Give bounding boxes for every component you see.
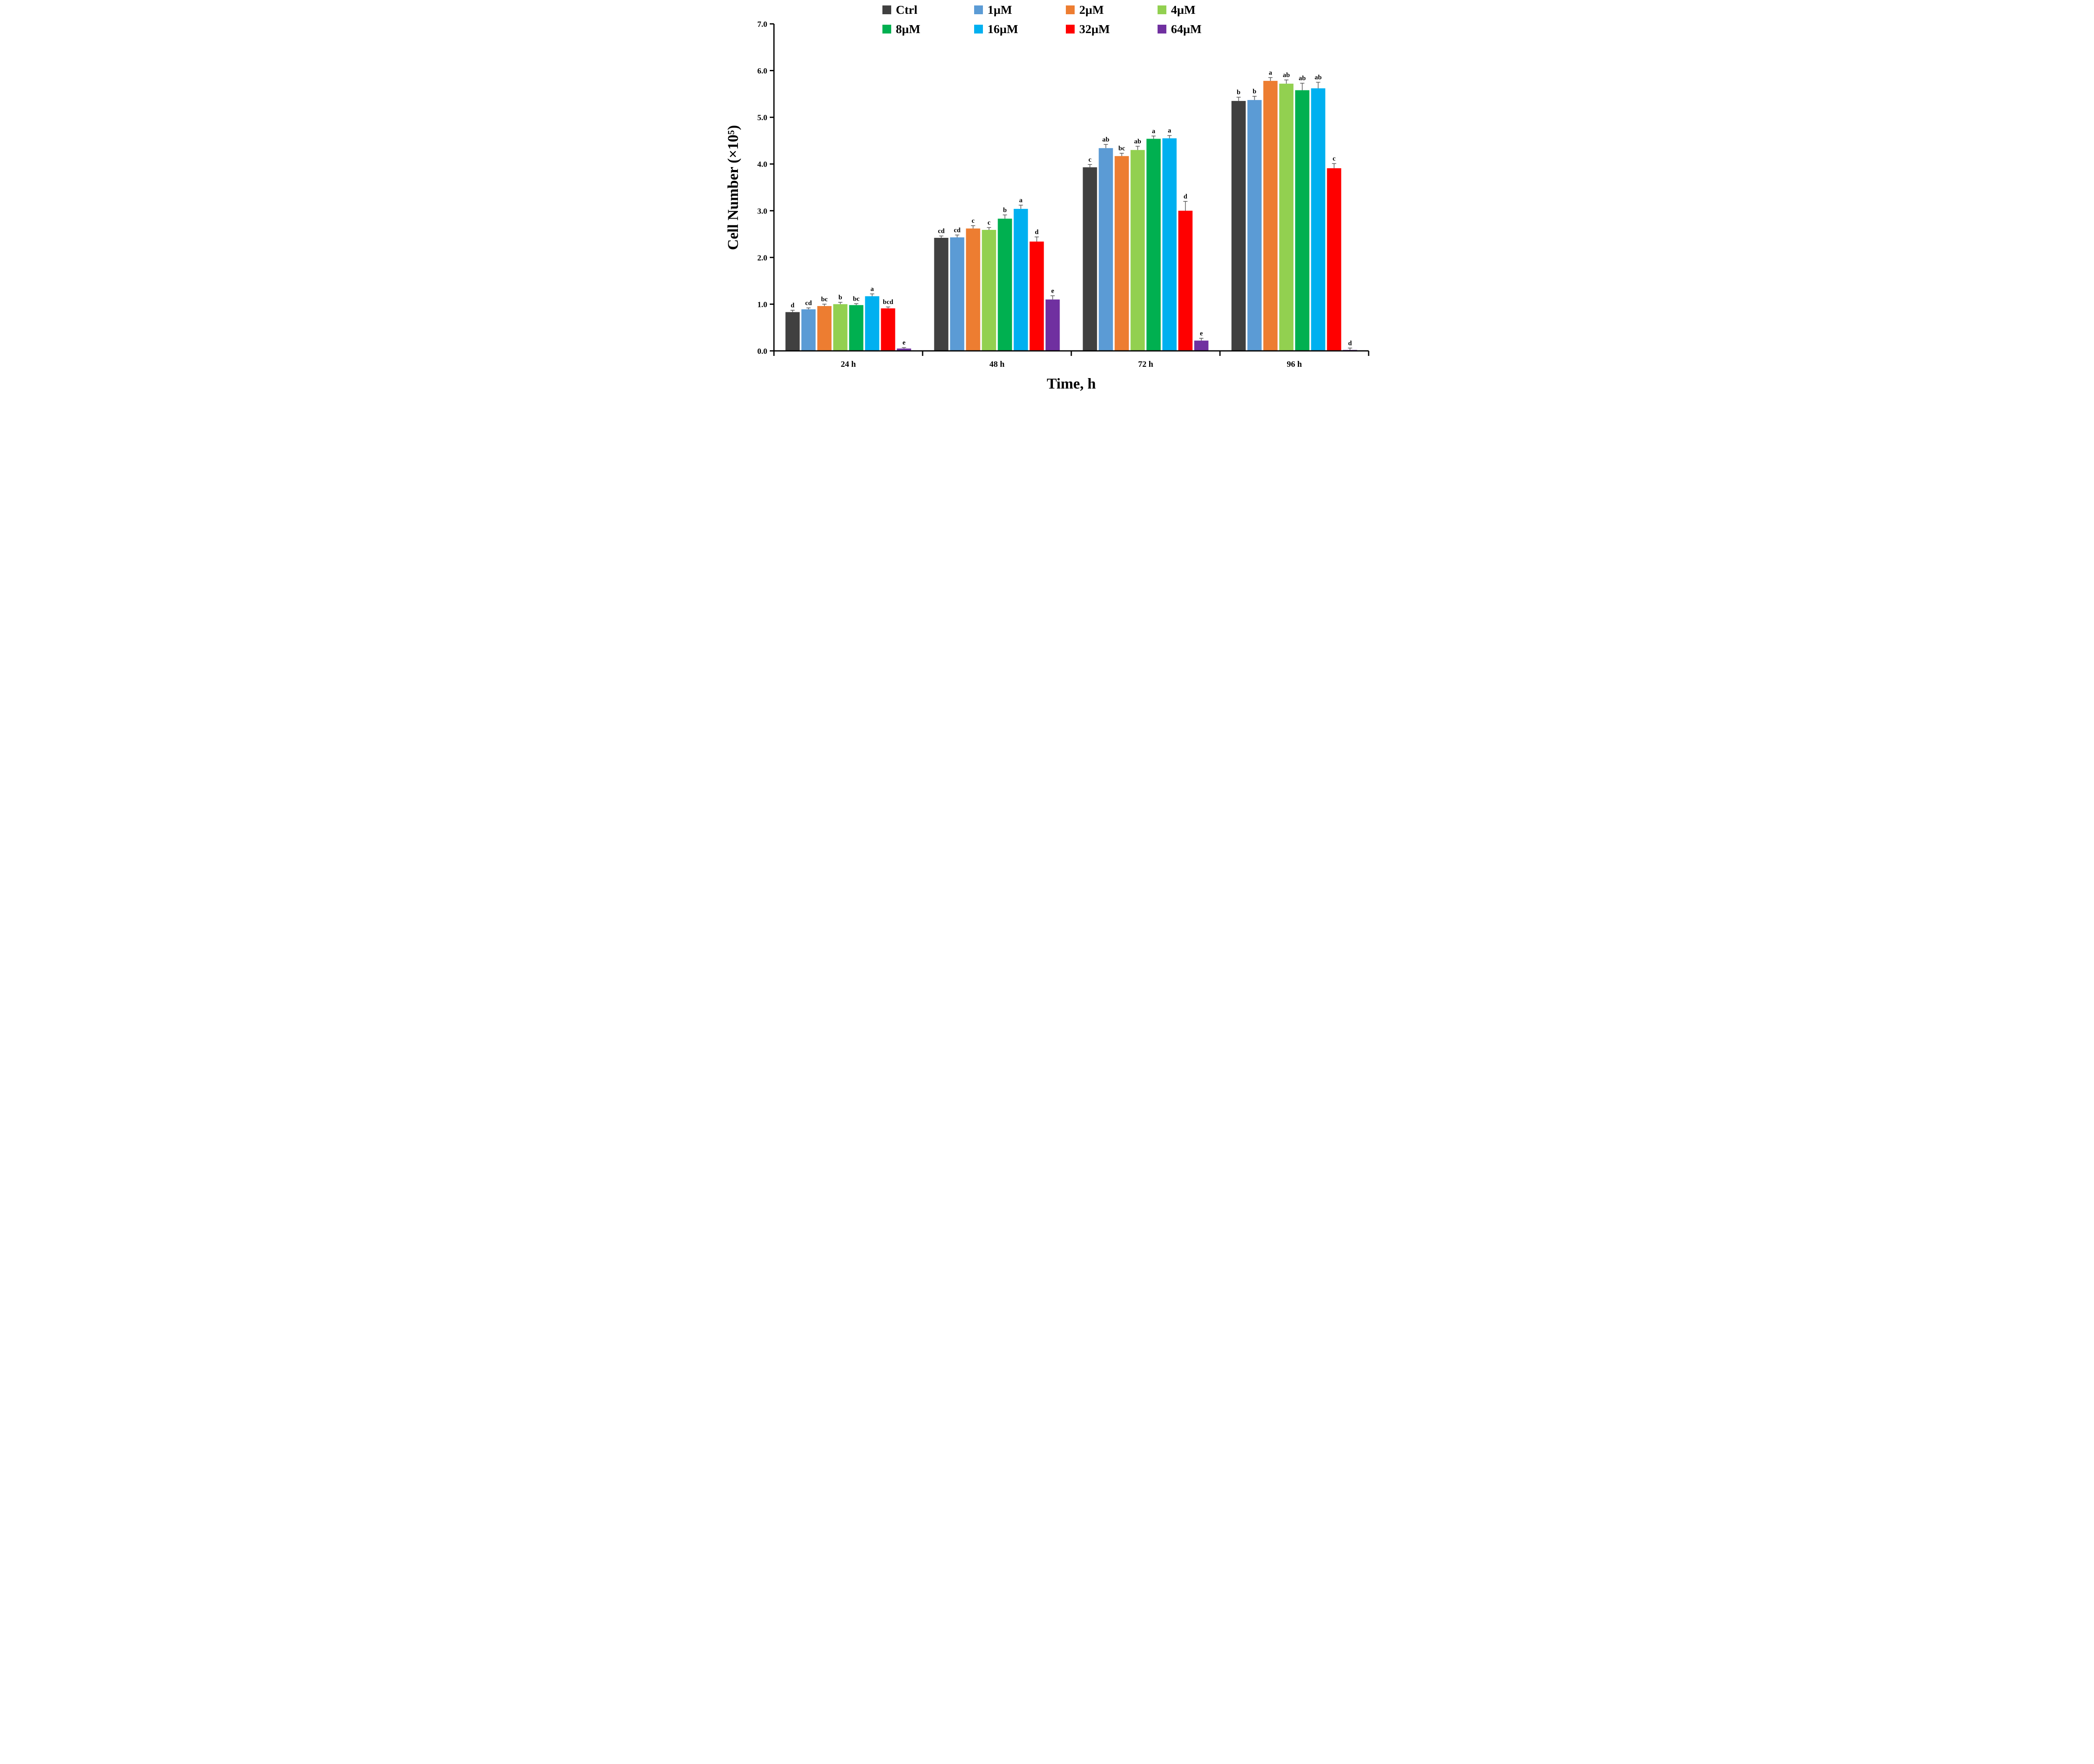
legend-label-64µM: 64µM xyxy=(1171,23,1202,36)
x-axis-title: Time, h xyxy=(1047,375,1096,392)
sig-letter: a xyxy=(1019,197,1023,204)
sig-letter: d xyxy=(1035,229,1039,236)
x-tick-label: 96 h xyxy=(1287,360,1302,369)
cell-number-bar-chart: Time, h Cell Number (×10⁵) 0.0 1.0 2.0 3.0 4… xyxy=(725,3,1369,392)
bar-4µM-48 h xyxy=(982,230,996,351)
legend-label-2µM: 2µM xyxy=(1079,3,1104,17)
sig-letter: e xyxy=(1200,330,1203,337)
sig-letter: bc xyxy=(853,295,860,302)
bar-64µM-72 h xyxy=(1194,340,1209,351)
bar-32µM-72 h xyxy=(1178,211,1193,351)
bar-Ctrl-96 h xyxy=(1231,101,1246,351)
bar-16µM-24 h xyxy=(865,296,879,351)
legend-swatch-32µM xyxy=(1066,25,1075,33)
sig-letter: c xyxy=(1333,155,1336,162)
sig-letter: b xyxy=(1253,88,1256,95)
bar-4µM-72 h xyxy=(1130,150,1145,351)
sig-letter: ab xyxy=(1102,136,1109,143)
bar-Ctrl-48 h xyxy=(934,237,949,351)
sig-letter: a xyxy=(871,286,874,293)
sig-letter: d xyxy=(791,302,794,309)
sig-letter: b xyxy=(1237,89,1240,96)
sig-letter: bcd xyxy=(883,299,893,306)
legend-label-Ctrl: Ctrl xyxy=(896,3,918,17)
bar-1µM-96 h xyxy=(1247,100,1262,351)
bar-16µM-72 h xyxy=(1162,138,1177,351)
y-tick-label: 2.0 xyxy=(757,254,767,263)
sig-letter: c xyxy=(972,217,975,224)
legend-swatch-8µM xyxy=(882,25,891,33)
sig-letter: ab xyxy=(1299,75,1306,82)
sig-letter: e xyxy=(1051,287,1054,294)
bar-8µM-24 h xyxy=(849,305,864,351)
sig-letter: a xyxy=(1168,127,1171,134)
bar-2µM-72 h xyxy=(1114,156,1129,351)
legend-swatch-1µM xyxy=(974,5,983,14)
sig-letter: ab xyxy=(1134,138,1141,145)
bar-16µM-48 h xyxy=(1013,209,1028,351)
x-tick-label: 48 h xyxy=(989,360,1004,369)
sig-letter: bc xyxy=(821,296,828,303)
legend-swatch-Ctrl xyxy=(882,5,891,14)
sig-letter: bc xyxy=(1119,145,1125,152)
legend-label-1µM: 1µM xyxy=(988,3,1012,17)
bar-1µM-48 h xyxy=(950,237,964,351)
x-tick-label: 72 h xyxy=(1138,360,1153,369)
bar-1µM-24 h xyxy=(801,309,816,351)
legend-label-16µM: 16µM xyxy=(988,23,1018,36)
sig-letter: d xyxy=(1184,193,1187,200)
y-tick-label: 6.0 xyxy=(757,67,767,76)
bar-chart-figure: Time, h Cell Number (×10⁵) 0.0 1.0 2.0 3.0 4… xyxy=(720,0,1374,397)
bar-1µM-72 h xyxy=(1099,148,1113,351)
y-tick-label: 5.0 xyxy=(757,113,767,122)
sig-letter: ab xyxy=(1283,72,1290,79)
bar-2µM-24 h xyxy=(817,306,832,351)
y-tick-label: 7.0 xyxy=(757,20,767,29)
legend-swatch-4µM xyxy=(1158,5,1166,14)
bar-2µM-48 h xyxy=(966,228,980,351)
bar-64µM-24 h xyxy=(897,348,911,351)
sig-letter: a xyxy=(1152,128,1155,135)
bar-Ctrl-72 h xyxy=(1083,167,1097,351)
legend-swatch-64µM xyxy=(1158,25,1166,33)
legend-label-8µM: 8µM xyxy=(896,23,921,36)
sig-letter: d xyxy=(1348,340,1352,347)
legend-label-4µM: 4µM xyxy=(1171,3,1196,17)
sig-letter: e xyxy=(903,339,905,346)
sig-letter: c xyxy=(988,219,990,226)
sig-letter: b xyxy=(1003,206,1007,214)
sig-letter: cd xyxy=(954,227,961,234)
y-tick-label: 0.0 xyxy=(757,347,767,356)
bar-8µM-48 h xyxy=(998,219,1012,351)
bar-64µM-48 h xyxy=(1045,299,1060,351)
sig-letter: cd xyxy=(805,299,812,306)
y-tick-label: 3.0 xyxy=(757,207,767,216)
y-axis-title: Cell Number (×10⁵) xyxy=(725,125,741,250)
y-tick-label: 4.0 xyxy=(757,160,767,169)
bar-4µM-24 h xyxy=(833,304,848,351)
y-tick-label: 1.0 xyxy=(757,300,767,309)
sig-letter: ab xyxy=(1315,74,1322,81)
bar-16µM-96 h xyxy=(1311,88,1326,351)
bar-2µM-96 h xyxy=(1263,81,1278,351)
bar-Ctrl-24 h xyxy=(785,312,800,351)
bar-32µM-48 h xyxy=(1029,241,1044,351)
sig-letter: a xyxy=(1269,69,1272,76)
bar-4µM-96 h xyxy=(1279,83,1294,351)
x-tick-label: 24 h xyxy=(841,360,856,369)
bar-8µM-72 h xyxy=(1146,139,1161,351)
sig-letter: c xyxy=(1088,156,1091,163)
legend-label-32µM: 32µM xyxy=(1079,23,1110,36)
sig-letter: b xyxy=(838,294,842,301)
bar-32µM-24 h xyxy=(881,308,895,351)
legend-swatch-2µM xyxy=(1066,5,1075,14)
bar-8µM-96 h xyxy=(1295,90,1310,351)
legend-swatch-16µM xyxy=(974,25,983,33)
bar-32µM-96 h xyxy=(1327,168,1341,351)
sig-letter: cd xyxy=(938,228,945,235)
